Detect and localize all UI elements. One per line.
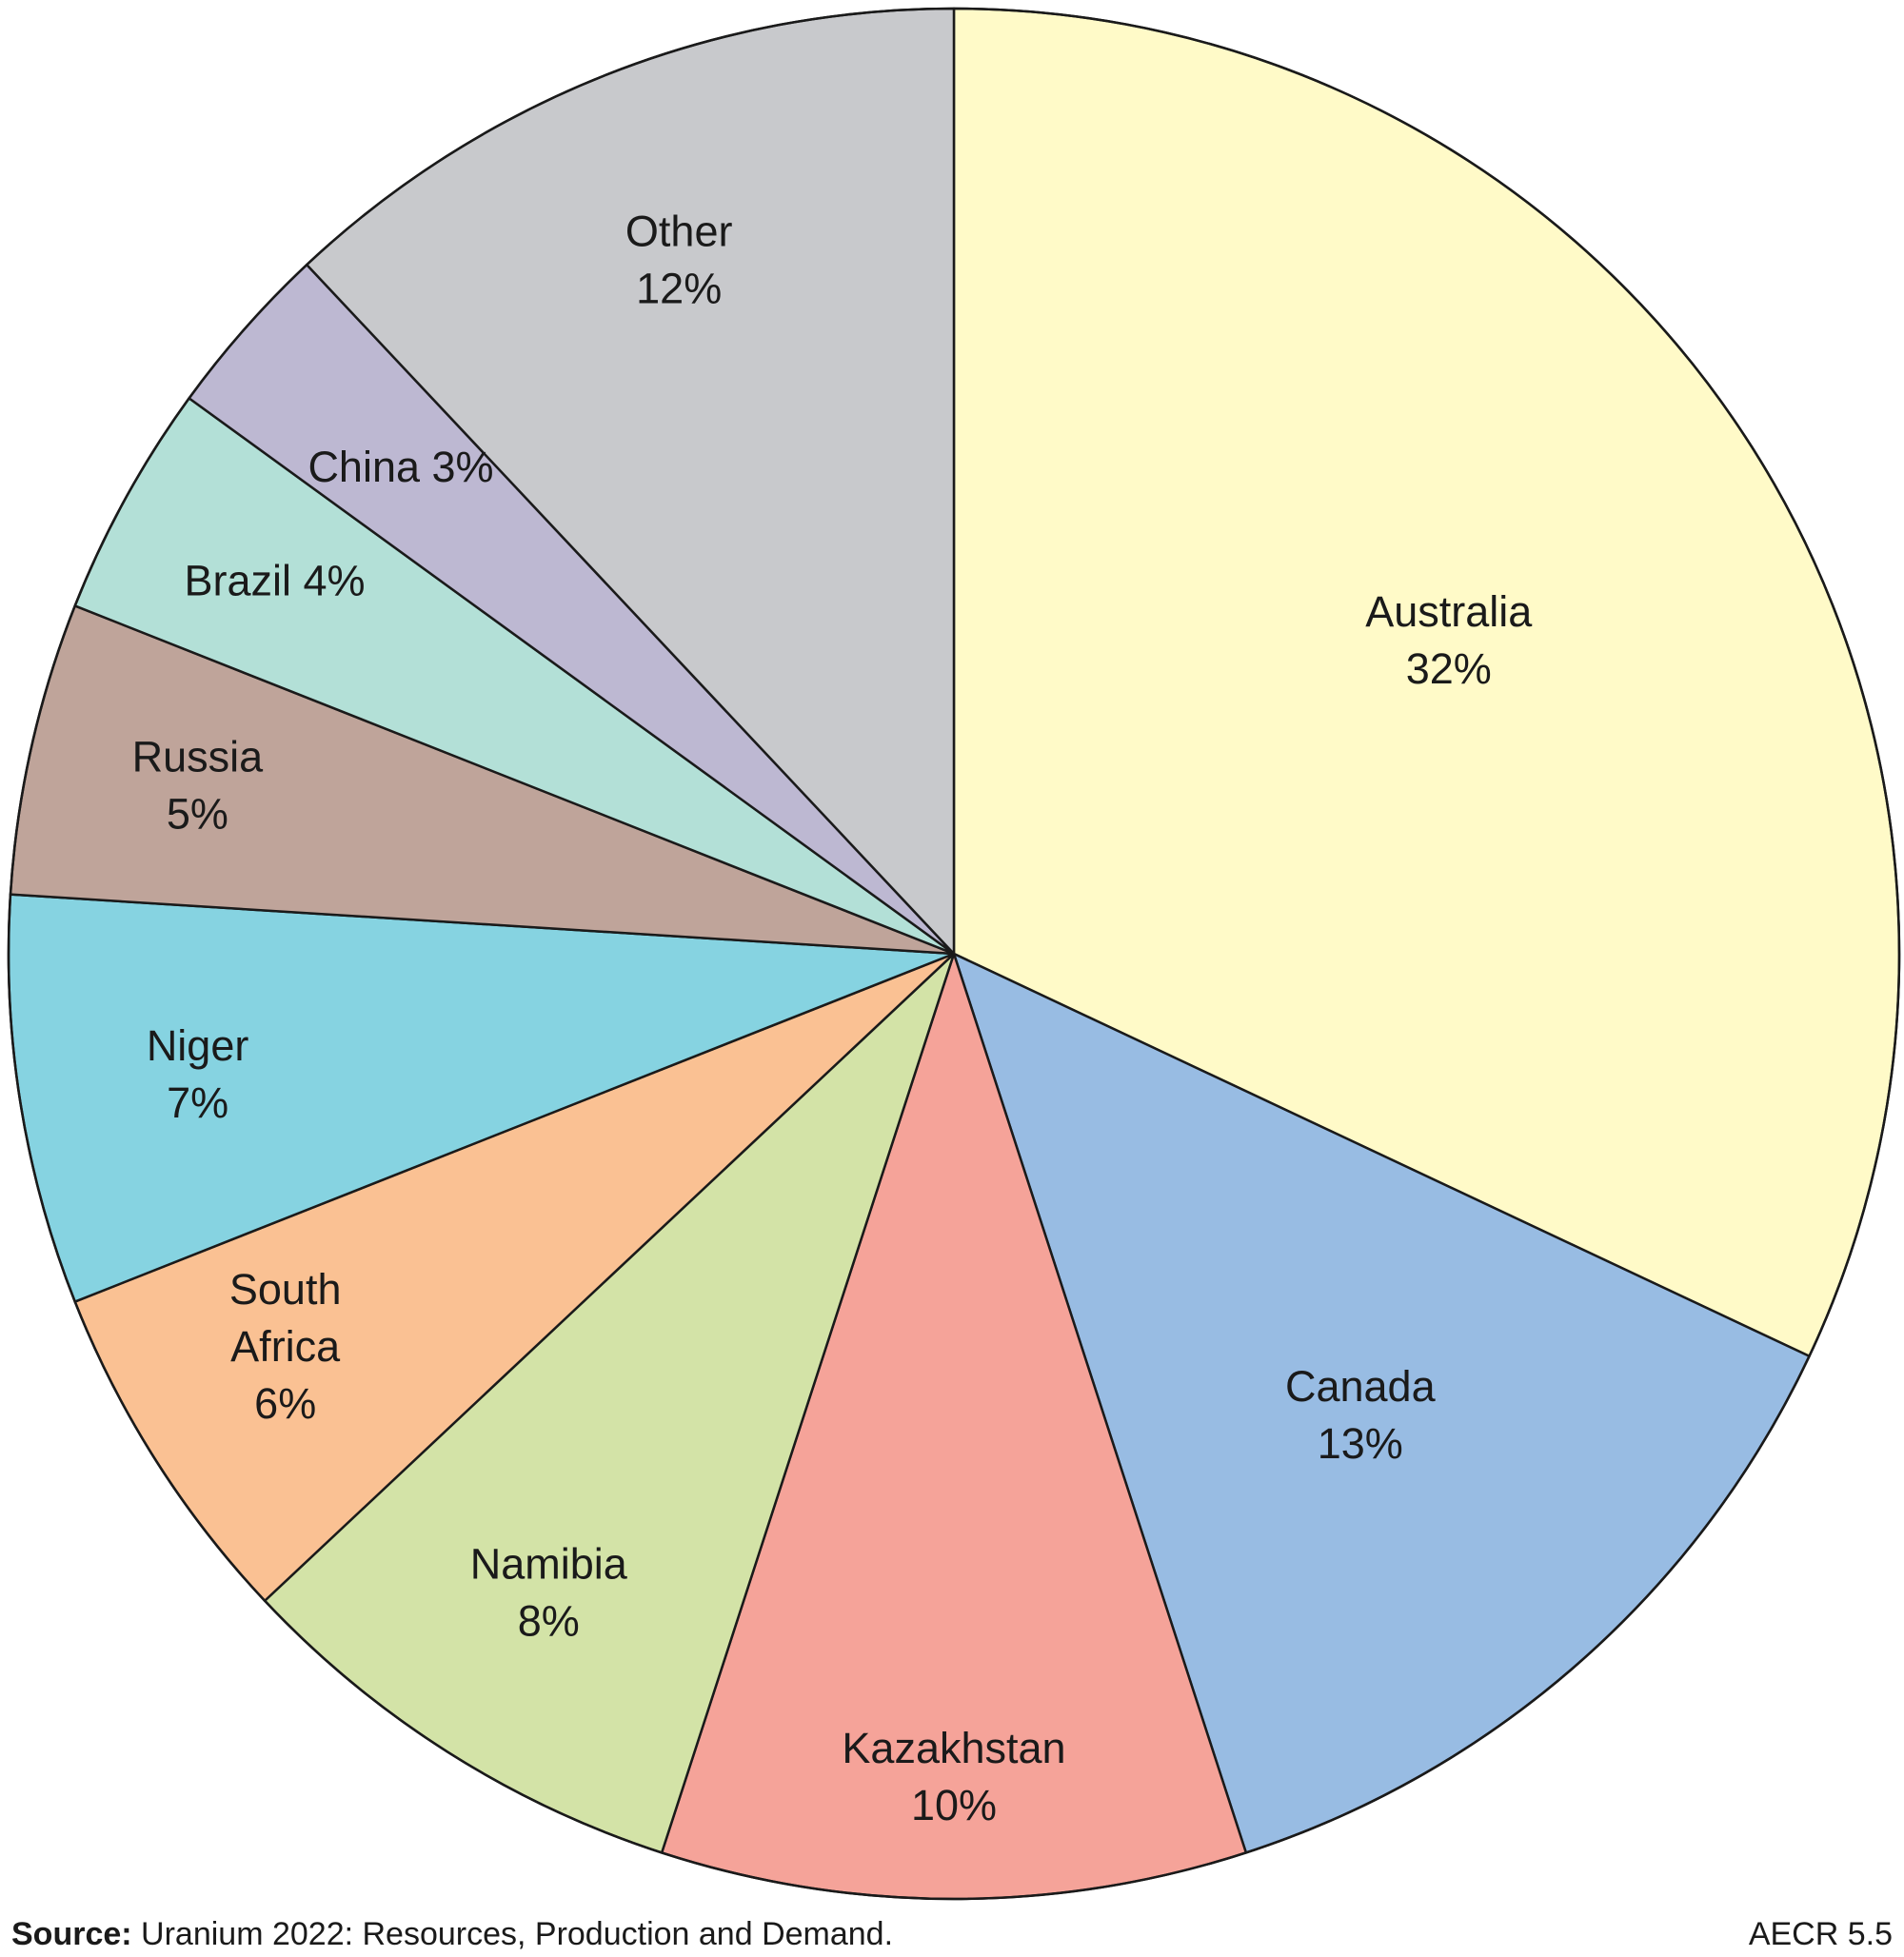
label-australia-line: Australia: [1365, 587, 1533, 636]
label-canada-line: Canada: [1285, 1362, 1437, 1411]
label-brazil-line: Brazil 4%: [184, 556, 365, 604]
source-text: Uranium 2022: Resources, Production and …: [131, 1916, 894, 1952]
label-niger: Niger 7%: [147, 1020, 249, 1126]
label-other: Other 12%: [625, 207, 733, 312]
source-note: Source: Uranium 2022: Resources, Product…: [11, 1911, 893, 1957]
label-kazakhstan-line: Kazakhstan: [842, 1723, 1065, 1771]
pie-slices: [7, 7, 1901, 1901]
label-china-line: China 3%: [307, 442, 493, 490]
pie-outline: [7, 7, 1901, 1901]
label-south-africa-line: South: [229, 1265, 342, 1314]
pie-labels: Australia 32% Canada 13% Kazakhstan 10% Namibi…: [132, 207, 1534, 1829]
label-niger-line: Niger: [147, 1020, 249, 1069]
label-canada-line: 13%: [1318, 1419, 1403, 1468]
source-prefix: Source:: [11, 1916, 132, 1952]
label-south-africa-line: Africa: [230, 1322, 341, 1371]
label-namibia-line: 8%: [518, 1596, 580, 1645]
label-russia-line: Russia: [132, 732, 265, 781]
label-namibia: Namibia 8%: [470, 1539, 628, 1645]
label-brazil: Brazil 4%: [184, 556, 365, 604]
label-other-line: Other: [625, 207, 733, 255]
label-kazakhstan: Kazakhstan 10%: [842, 1723, 1065, 1829]
label-namibia-line: Namibia: [470, 1539, 628, 1588]
label-south-africa: South Africa 6%: [229, 1265, 342, 1428]
label-australia: Australia 32%: [1365, 587, 1533, 693]
label-kazakhstan-line: 10%: [911, 1780, 997, 1829]
label-other-line: 12%: [636, 264, 722, 312]
label-australia-line: 32%: [1406, 644, 1492, 693]
label-china: China 3%: [307, 442, 493, 490]
label-canada: Canada 13%: [1285, 1362, 1437, 1468]
label-russia: Russia 5%: [132, 732, 265, 838]
label-russia-line: 5%: [167, 789, 228, 838]
figure-id: AECR 5.5: [1748, 1916, 1893, 1952]
label-niger-line: 7%: [167, 1077, 228, 1126]
label-south-africa-line: 6%: [254, 1379, 316, 1428]
